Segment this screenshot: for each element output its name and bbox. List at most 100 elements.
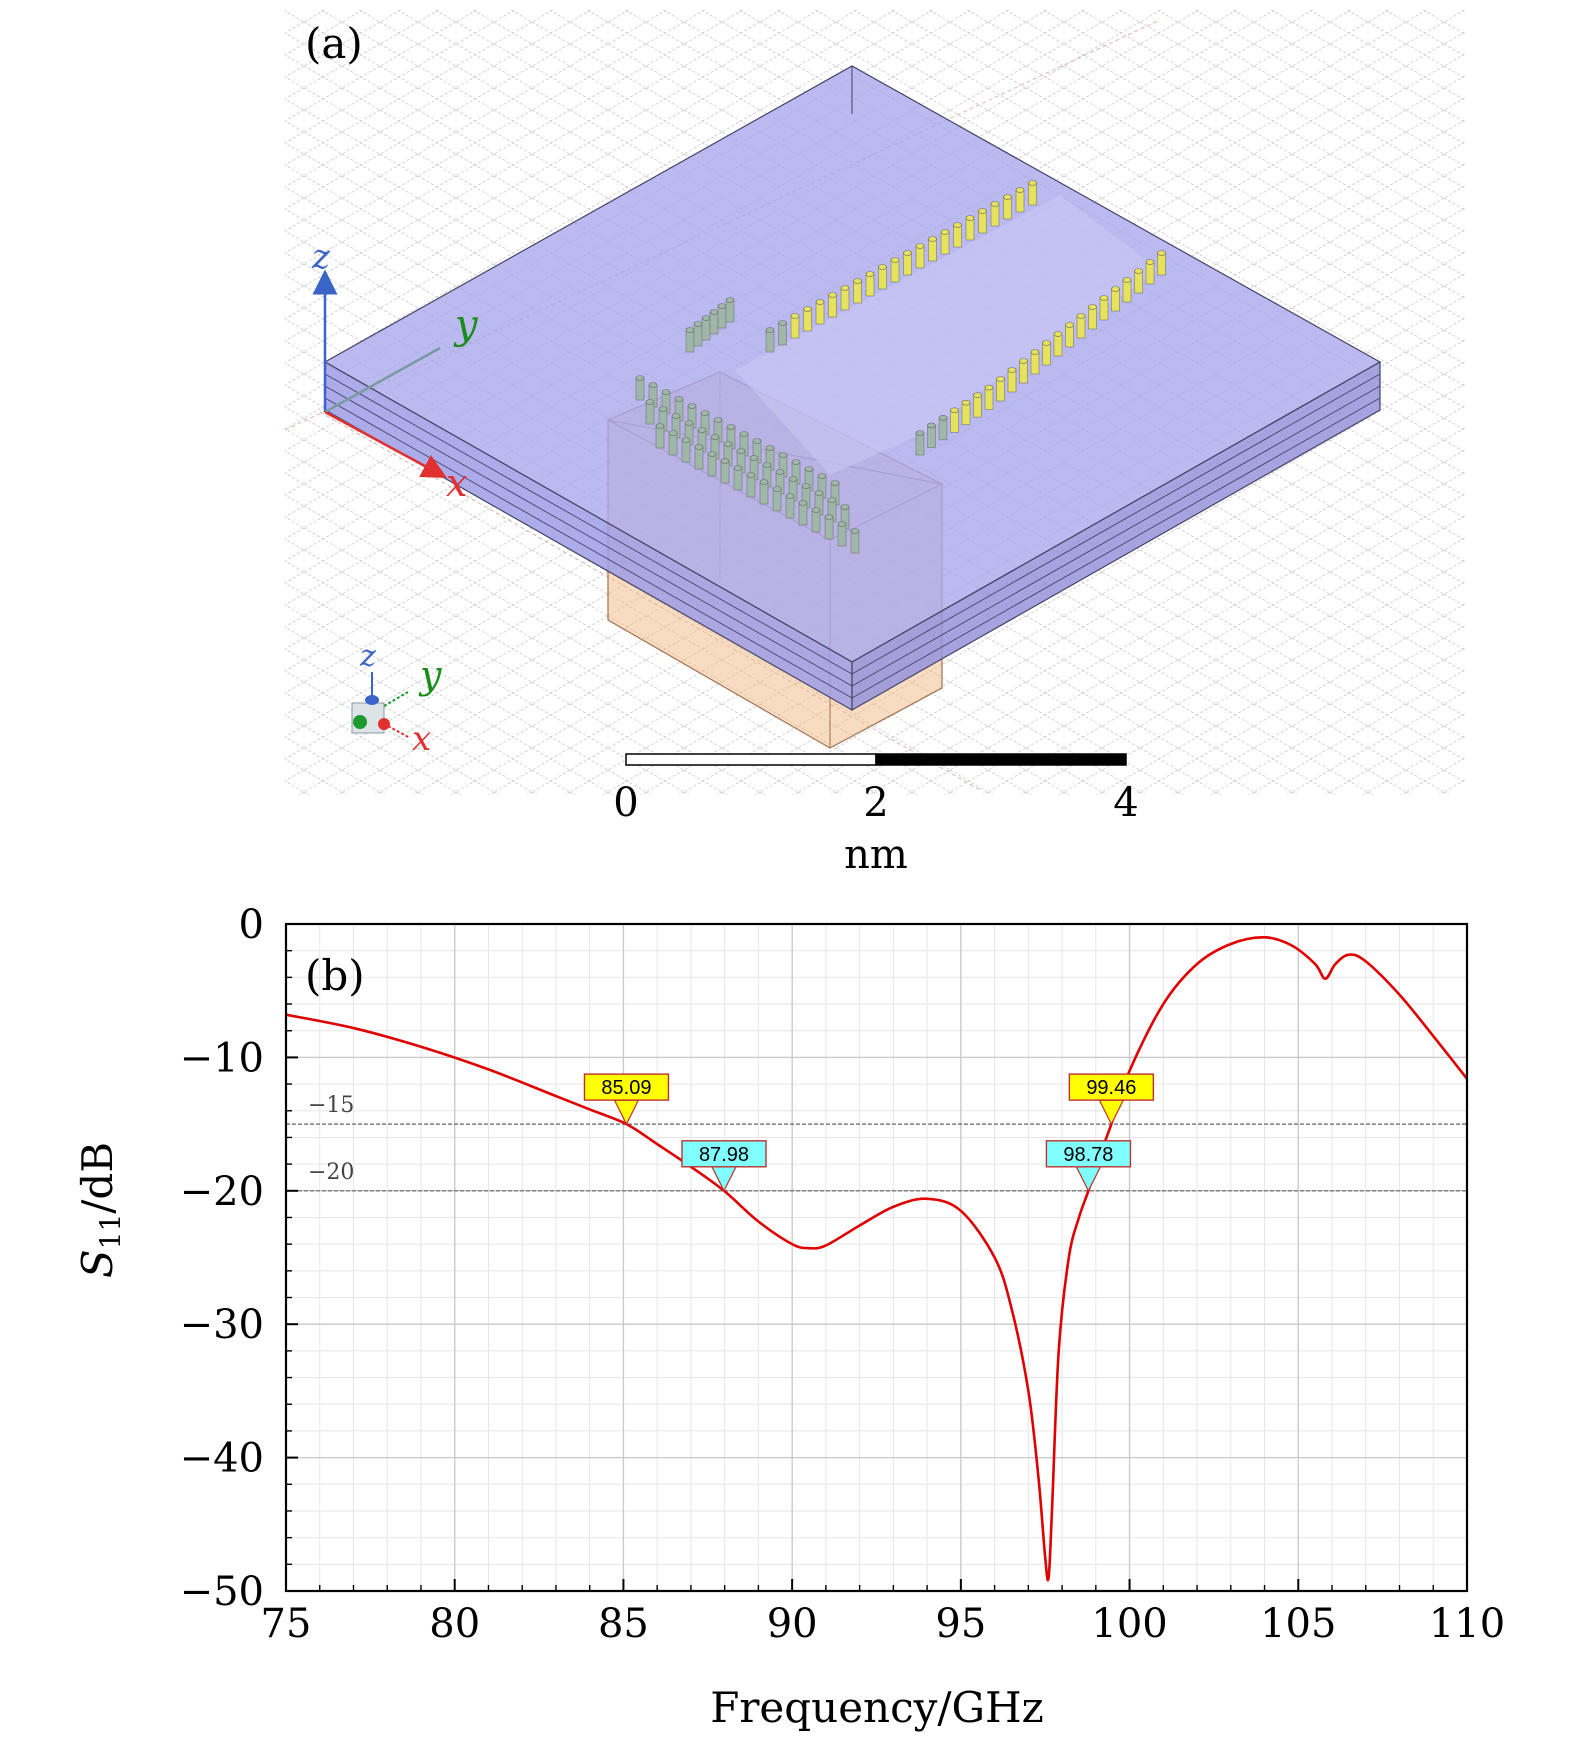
main-coordinate-axes: z y x bbox=[311, 237, 479, 505]
marker-85.09: 85.09 bbox=[583, 1073, 670, 1126]
via-upper-rail bbox=[1003, 194, 1012, 220]
x-tick-label: 80 bbox=[429, 1601, 480, 1647]
via-lower-rail bbox=[1065, 322, 1074, 348]
triad-y-label: y bbox=[418, 653, 442, 697]
via-upper-rail bbox=[928, 236, 937, 262]
y-axis-ticks: 0 −10 −20 −30 −40 −50 bbox=[180, 902, 298, 1615]
via-lower-rail bbox=[1030, 349, 1040, 375]
minor-grid bbox=[285, 923, 1468, 1592]
via-lower-rail bbox=[1088, 304, 1097, 330]
via-upper-rail bbox=[853, 278, 862, 304]
marker-label: 99.46 bbox=[1086, 1077, 1136, 1099]
via-lower-rail bbox=[961, 399, 971, 426]
via-lower-rail bbox=[1099, 295, 1109, 321]
via-corner bbox=[725, 297, 735, 323]
via-upper-rail bbox=[815, 299, 825, 325]
y-tick-label: −20 bbox=[180, 1169, 264, 1215]
y-axis-title-unit: /dB bbox=[73, 1142, 122, 1214]
plot-frame bbox=[284, 922, 1469, 1593]
x-tick-label: 90 bbox=[767, 1601, 818, 1647]
marker-87.98: 87.98 bbox=[681, 1140, 767, 1193]
marker-label: 87.98 bbox=[699, 1144, 749, 1166]
panel-b-label: (b) bbox=[305, 951, 365, 1000]
reference-line-label: −15 bbox=[308, 1093, 354, 1118]
via-lower-rail bbox=[1007, 367, 1017, 393]
major-grid bbox=[285, 923, 1468, 1592]
marker-98.78: 98.78 bbox=[1045, 1140, 1132, 1193]
reference-line-label: −20 bbox=[308, 1160, 354, 1185]
via-upper-rail bbox=[953, 222, 962, 248]
via-upper-rail bbox=[978, 208, 987, 234]
y-tick-label: −30 bbox=[180, 1302, 264, 1348]
via-block-row bbox=[759, 479, 769, 505]
y-axis-arrow bbox=[324, 346, 441, 414]
via-block-row bbox=[648, 382, 658, 408]
x-tick-label: 85 bbox=[598, 1601, 649, 1647]
waveguide-channel bbox=[735, 195, 1160, 475]
via-block-row bbox=[824, 514, 834, 540]
via-lower-rail bbox=[915, 430, 925, 456]
via-block-row bbox=[840, 504, 850, 530]
marker-label: 85.09 bbox=[601, 1077, 651, 1099]
via-lower-rail bbox=[938, 415, 948, 441]
orientation-triad: z y x bbox=[351, 639, 442, 759]
triad-z-label: z bbox=[359, 639, 376, 674]
scale-bar-black bbox=[875, 753, 1127, 766]
via-block-row bbox=[749, 455, 759, 481]
via-upper-rail bbox=[878, 264, 887, 290]
via-block-row bbox=[645, 399, 655, 425]
via-block-row bbox=[772, 486, 782, 512]
marker-box bbox=[583, 1073, 670, 1101]
via-corner bbox=[693, 321, 703, 347]
via-block-row bbox=[811, 507, 821, 533]
marker-box bbox=[1068, 1073, 1155, 1101]
via-lower-rail bbox=[1019, 358, 1028, 384]
via-corner bbox=[701, 315, 711, 341]
via-upper-rail bbox=[915, 243, 925, 269]
via-lower-rail bbox=[1122, 277, 1132, 303]
via-block-row bbox=[733, 465, 743, 491]
scale-bar: 0 2 4 nm bbox=[613, 753, 1139, 878]
via-block-row bbox=[707, 451, 717, 477]
via-upper-rail bbox=[965, 215, 975, 241]
via-lower-rail bbox=[1042, 340, 1051, 366]
via-upper-rail bbox=[1028, 180, 1037, 206]
marker-box bbox=[1045, 1140, 1132, 1168]
via-lower-rail bbox=[1076, 313, 1086, 339]
x-tick-label: 75 bbox=[261, 1601, 312, 1647]
via-block-row bbox=[681, 437, 691, 463]
z-axis-label: z bbox=[311, 237, 331, 277]
marker-label: 98.78 bbox=[1063, 1144, 1113, 1166]
via-corner bbox=[685, 327, 695, 353]
via-upper-rail bbox=[778, 320, 787, 346]
via-lower-rail bbox=[1111, 286, 1120, 312]
via-block-row bbox=[785, 493, 795, 519]
marker-box bbox=[681, 1140, 767, 1168]
via-upper-rail bbox=[803, 306, 812, 332]
via-upper-rail bbox=[940, 229, 950, 255]
via-block-row bbox=[798, 500, 808, 526]
y-tick-label: −40 bbox=[180, 1436, 264, 1482]
marker-99.46: 99.46 bbox=[1068, 1073, 1155, 1126]
via-upper-rail bbox=[890, 257, 900, 283]
via-upper-rail bbox=[765, 327, 775, 353]
via-upper-rail bbox=[865, 271, 875, 297]
via-block-row bbox=[635, 375, 645, 401]
via-block-row bbox=[850, 528, 860, 554]
scale-bar-tick-0: 0 bbox=[613, 780, 638, 826]
scale-bar-white bbox=[625, 753, 877, 766]
via-block-row bbox=[694, 444, 704, 470]
x-axis-label: x bbox=[446, 461, 467, 505]
triad-x-label: x bbox=[412, 719, 431, 759]
via-upper-rail bbox=[790, 313, 800, 339]
x-tick-label: 105 bbox=[1260, 1601, 1336, 1647]
y-axis-title-main: S bbox=[73, 1249, 122, 1278]
x-axis-title: Frequency/GHz bbox=[710, 1683, 1044, 1732]
via-lower-rail bbox=[1157, 250, 1166, 276]
x-axis-ticks: 75 80 85 90 95 100 105 110 bbox=[261, 1579, 1505, 1647]
via-upper-rail bbox=[1015, 187, 1025, 213]
via-upper-rail bbox=[840, 285, 850, 311]
via-lower-rail bbox=[973, 392, 982, 418]
y-tick-label: 0 bbox=[239, 902, 264, 948]
x-tick-label: 100 bbox=[1091, 1601, 1167, 1647]
